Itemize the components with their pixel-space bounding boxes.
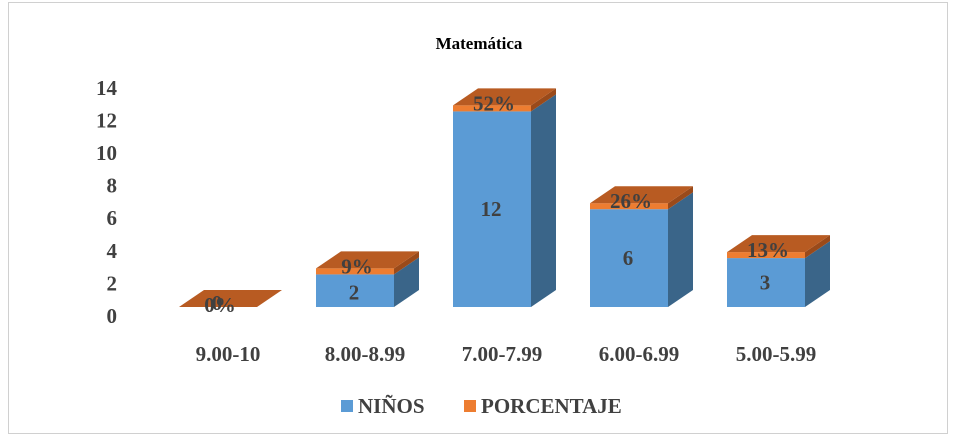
y-tick-label: 4 xyxy=(107,239,118,263)
bar-ninos-side xyxy=(394,257,419,307)
data-label-ninos: 6 xyxy=(623,246,634,270)
x-tick-label: 9.00-10 xyxy=(196,342,261,366)
legend-swatch-ninos xyxy=(341,400,353,412)
bar-porcentaje-side xyxy=(668,186,693,210)
x-tick-label: 5.00-5.99 xyxy=(736,342,817,366)
bar-top xyxy=(727,235,830,253)
data-label-ninos: 0 xyxy=(212,291,223,315)
data-label-porcentaje: 0% xyxy=(204,293,236,317)
bar-group: 13%3 xyxy=(727,235,830,307)
legend-label-ninos: NIÑOS xyxy=(358,394,425,418)
bar-top xyxy=(179,290,282,307)
y-tick-label: 14 xyxy=(96,76,118,100)
y-tick-label: 12 xyxy=(96,108,117,132)
y-tick-label: 6 xyxy=(107,206,118,230)
bar-top xyxy=(316,251,419,269)
bar-ninos xyxy=(590,209,668,307)
bar-group: 9%2 xyxy=(316,251,419,307)
y-axis: 0 2 4 6 8 10 12 14 xyxy=(96,76,118,328)
data-label-ninos: 12 xyxy=(481,197,502,221)
y-tick-label: 2 xyxy=(107,271,118,295)
x-axis: 9.00-10 8.00-8.99 7.00-7.99 6.00-6.99 5.00-5… xyxy=(196,342,817,366)
bar-porcentaje-side xyxy=(805,235,830,259)
bar-porcentaje-side xyxy=(394,251,419,275)
data-label-porcentaje: 52% xyxy=(473,91,515,115)
legend-label-porcentaje: PORCENTAJE xyxy=(481,394,622,418)
bar-top xyxy=(453,88,556,106)
bar-porcentaje xyxy=(316,268,394,275)
bar-group: 26% 6 xyxy=(590,186,693,307)
bar-ninos xyxy=(727,258,805,307)
y-tick-label: 10 xyxy=(96,141,117,165)
bar-porcentaje-side xyxy=(531,88,556,112)
legend-swatch-porcentaje xyxy=(464,400,476,412)
legend: NIÑOS PORCENTAJE xyxy=(341,394,622,418)
x-tick-label: 7.00-7.99 xyxy=(462,342,543,366)
y-tick-label: 8 xyxy=(107,174,118,198)
data-label-ninos: 3 xyxy=(760,271,771,295)
bar-ninos-side xyxy=(531,94,556,308)
chart-title: Matemática xyxy=(436,34,523,53)
x-tick-label: 6.00-6.99 xyxy=(599,342,680,366)
bar-porcentaje xyxy=(727,252,805,259)
x-tick-label: 8.00-8.99 xyxy=(325,342,406,366)
bar-ninos-side xyxy=(805,241,830,307)
bar-group: 0%0 xyxy=(179,290,282,317)
bar-ninos-side xyxy=(668,192,693,307)
bar-ninos xyxy=(316,274,394,307)
bar-porcentaje xyxy=(453,105,531,112)
data-label-ninos: 2 xyxy=(349,280,360,304)
bar-porcentaje xyxy=(590,203,668,210)
data-label-porcentaje: 13% xyxy=(747,238,789,262)
bar-group: 52% 12 xyxy=(453,88,556,308)
chart-frame: Matemática 0 2 4 6 8 10 12 14 0% 0 9% 2 52% 12 26% 6 13… xyxy=(8,2,948,434)
y-tick-label: 0 xyxy=(107,304,118,328)
bar-top xyxy=(590,186,693,204)
bars: 0%09%252%12 26%6 13%3 xyxy=(179,88,830,317)
data-label-porcentaje: 9% xyxy=(341,254,373,278)
bar-ninos xyxy=(453,111,531,308)
data-label-porcentaje: 26% xyxy=(610,189,652,213)
